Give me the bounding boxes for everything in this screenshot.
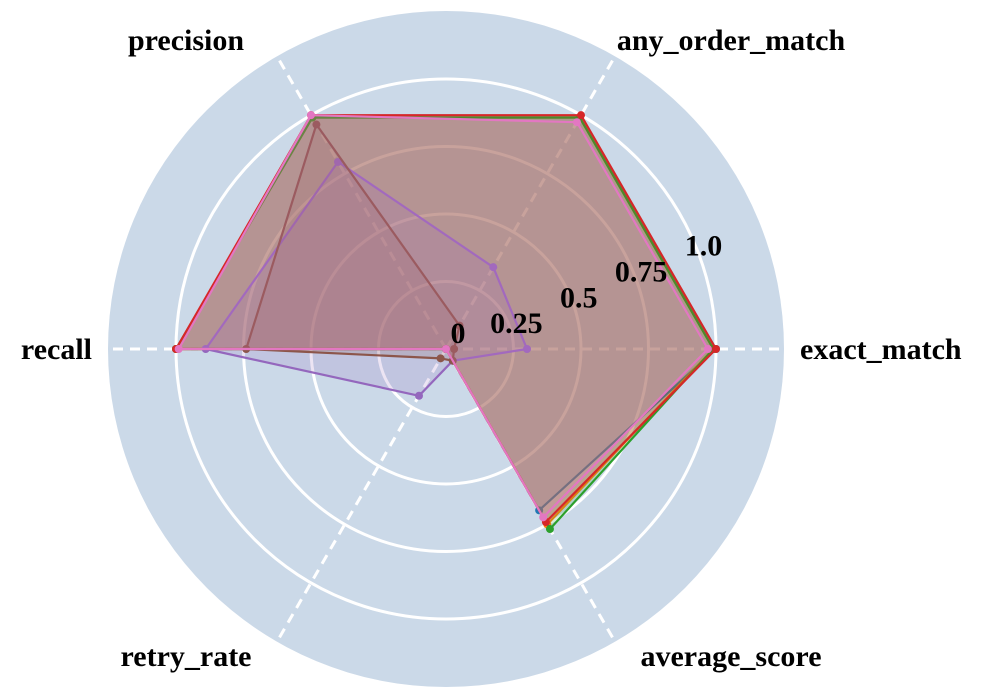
series-4-point [523,345,531,353]
series-6-point [539,513,548,522]
series-3-point [712,345,720,353]
series-2-area [176,117,714,529]
tick-label: 0.5 [560,281,598,314]
tick-label: 1.0 [685,230,723,263]
axis-label-any_order_match: any_order_match [617,24,846,57]
series-3-area [176,115,716,522]
series-5-point [312,120,321,129]
series-5-point [455,321,464,330]
series-0-area [176,117,716,511]
series-6-point [703,345,712,353]
tick-labels: 0 0.25 0.5 0.75 1.0 [451,230,723,350]
series-6-point [442,345,450,353]
axis-label-precision: precision [128,24,244,57]
tick-label: 0 [451,317,466,350]
axis-label-recall: recall [21,333,92,366]
series-6-point [307,111,315,120]
series-2-point [545,525,554,534]
grid-spoke [275,55,448,350]
series-4-area [205,161,527,396]
series-layer [172,111,720,534]
series-4-point [415,391,423,400]
series-3-point [577,111,585,120]
series-5-point [436,354,445,363]
axis-label-retry_rate: retry_rate [120,640,251,673]
series-4-point [489,263,498,272]
axis-label-average_score: average_score [640,640,821,673]
series-5-point [450,345,459,353]
series-6-point [174,345,183,353]
axis-label-exact_match: exact_match [800,333,962,366]
series-1-area [176,117,714,525]
series-5-area [246,124,460,361]
tick-label: 0.75 [615,256,668,289]
grid-spoke [444,55,617,350]
series-4-point [334,157,342,166]
tick-label: 0.25 [490,307,543,340]
axis-labels: exact_match any_order_match precision recal… [21,24,962,673]
series-6-area [178,115,708,518]
series-6-point [572,118,581,127]
